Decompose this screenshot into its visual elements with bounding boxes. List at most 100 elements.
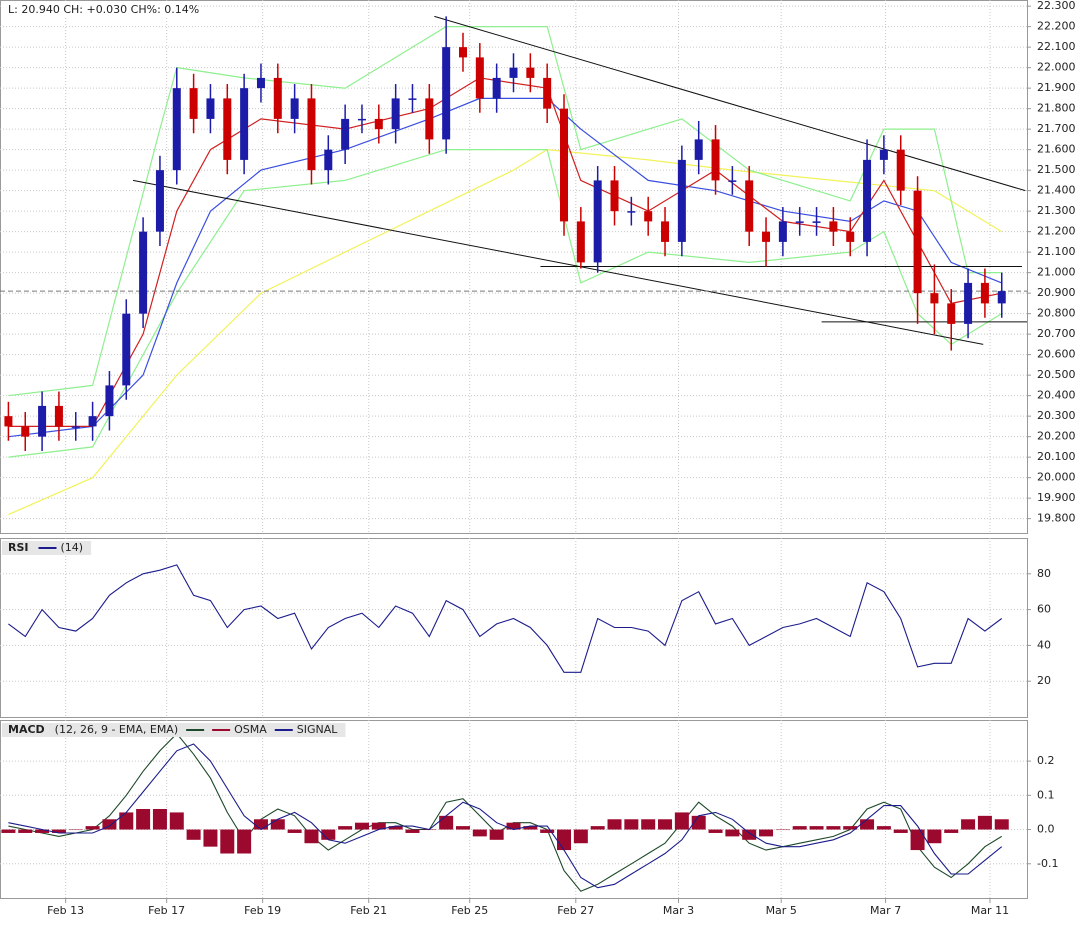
histogram-bar [237,829,252,854]
y-tick-label: 60 [1037,603,1051,616]
candle-body [896,149,905,191]
y-tick-label: 20.400 [1037,389,1076,402]
title-bg [1,1,186,17]
histogram-bar [270,819,285,830]
histogram-bar [338,826,353,830]
y-tick-label: 21.600 [1037,143,1076,156]
y-tick-label: 21.800 [1037,102,1076,115]
candle-body [997,291,1006,304]
candle-body [509,67,518,78]
candle-body [38,405,47,437]
candle-body [829,221,838,232]
histogram-bar [573,829,588,844]
legend-label: (14) [61,541,84,554]
y-tick-label: 22.200 [1037,20,1076,33]
candle-body [492,77,501,99]
y-tick-label: 20.000 [1037,471,1076,484]
histogram-bar [523,826,538,830]
histogram-bar [388,826,403,830]
histogram-bar [893,829,908,833]
histogram-bar [102,819,117,830]
candle-body [324,149,333,171]
panel [0,720,1028,899]
candle-body [189,88,198,119]
candle-body [627,211,636,213]
histogram-bar [994,819,1009,830]
y-tick-label: 21.900 [1037,81,1076,94]
candle-body [745,180,754,232]
histogram-bar [674,812,689,830]
histogram-bar [169,812,184,830]
histogram-bar [354,822,369,830]
candle-body [139,231,148,314]
histogram-bar [590,826,605,830]
candle-body [711,139,720,181]
candle-body [778,221,787,242]
histogram-bar [826,826,841,830]
candle-body [879,149,888,160]
y-tick-label: 21.500 [1037,163,1076,176]
histogram-bar [944,829,959,833]
candle-body [728,180,737,182]
candle-body [947,303,956,324]
y-tick-label: 21.700 [1037,122,1076,135]
histogram-bar [220,829,235,854]
moving-average [8,149,1003,458]
histogram-bar [792,826,807,830]
candle-body [863,159,872,242]
histogram-bar [708,829,723,833]
histogram-bar [304,829,319,844]
indicator-line [8,564,1003,673]
histogram-bar [321,829,336,840]
histogram-bar [405,829,420,833]
legend-label: SIGNAL [297,723,339,736]
y-tick-label: 0.1 [1037,788,1055,801]
legend-label: OSMA [234,723,267,736]
candle-body [543,77,552,109]
histogram-bar [203,829,218,847]
candle-body [677,159,686,242]
histogram-bar [641,819,656,830]
y-tick-label: 19.800 [1037,512,1076,525]
histogram-bar [843,826,858,830]
legend-title: MACD [8,723,45,736]
y-tick-label: 0.0 [1037,823,1055,836]
legend-box [2,723,346,737]
histogram-bar [658,819,673,830]
histogram-bar [775,829,790,831]
y-tick-label: 20.500 [1037,368,1076,381]
candle-body [694,139,703,160]
candle-body [256,77,265,89]
y-tick-label: 20.100 [1037,450,1076,463]
x-tick-label: Feb 25 [451,904,488,917]
histogram-bar [506,822,521,830]
x-tick-label: Feb 13 [47,904,84,917]
candle-body [980,282,989,304]
candle-body [812,221,821,223]
y-tick-label: 21.100 [1037,245,1076,258]
x-tick-label: Feb 21 [350,904,387,917]
y-tick-label: 20.200 [1037,430,1076,443]
histogram-bar [977,815,992,830]
histogram-bar [691,815,706,830]
candle-body [105,385,114,417]
x-tick-label: Mar 5 [766,904,797,917]
candle-body [593,180,602,263]
candle-body [425,98,434,140]
candle-body [408,98,417,100]
histogram-bar [1,829,16,833]
y-tick-label: 22.100 [1037,40,1076,53]
histogram-bar [860,819,875,830]
y-tick-label: 20.700 [1037,327,1076,340]
y-tick-label: 21.400 [1037,184,1076,197]
candle-body [391,98,400,130]
candle-body [576,221,585,263]
chart-title: L: 20.940 CH: +0.030 CH%: 0.14% [8,3,199,16]
candle-body [240,88,249,160]
y-tick-label: 21.300 [1037,204,1076,217]
histogram-bar [287,829,302,833]
y-tick-label: 0.2 [1037,754,1055,767]
candle-body [560,108,569,222]
candle-body [223,98,232,160]
histogram-bar [186,829,201,840]
